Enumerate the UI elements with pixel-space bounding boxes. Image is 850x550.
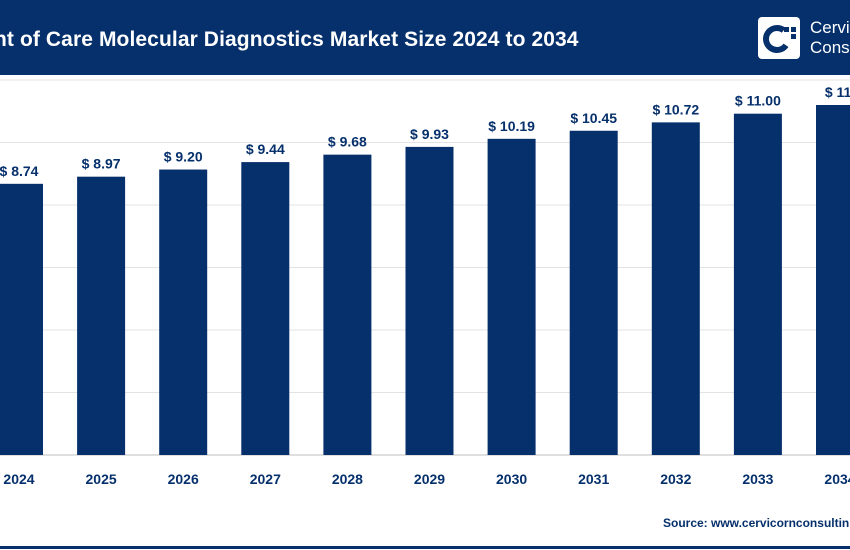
- data-label: $ 9.20: [164, 149, 203, 165]
- bar: [77, 176, 126, 455]
- data-label: $ 10.72: [652, 101, 699, 117]
- chart-title: nt of Care Molecular Diagnostics Market …: [0, 28, 579, 51]
- data-label: $ 9.93: [410, 126, 449, 142]
- x-tick-label: 2026: [168, 471, 199, 487]
- x-tick-label: 2028: [332, 471, 363, 487]
- data-label: $ 9.68: [328, 134, 367, 150]
- bar: [487, 138, 536, 455]
- bar: [405, 146, 454, 455]
- x-tick-label: 2027: [250, 471, 281, 487]
- data-label: $ 11.00: [735, 93, 781, 109]
- header-banner: nt of Care Molecular Diagnostics Market …: [0, 0, 850, 75]
- bar: [159, 169, 208, 455]
- x-tick-label: 2033: [742, 471, 773, 487]
- data-label: $ 10.19: [488, 118, 535, 134]
- bar: [733, 113, 782, 456]
- logo-text-line2: Consu: [810, 38, 850, 57]
- bar: [323, 154, 372, 455]
- data-label: $ 10.45: [570, 110, 617, 126]
- bar: [0, 183, 43, 455]
- cervicorn-logo-icon: [758, 17, 800, 59]
- x-tick-label: 2032: [660, 471, 691, 487]
- data-label: $ 8.74: [0, 163, 39, 179]
- x-tick-label: 2031: [578, 471, 609, 487]
- x-tick-label: 2029: [414, 471, 445, 487]
- data-label: $ 9.44: [246, 141, 285, 157]
- bar: [816, 105, 850, 455]
- bottom-rule: [0, 546, 850, 549]
- bar: [651, 122, 700, 455]
- logo-text-line1: Cervi: [810, 18, 850, 37]
- bar: [569, 130, 618, 455]
- bar: [241, 162, 290, 455]
- source-note: Source: www.cervicornconsultin: [663, 516, 850, 530]
- data-label: $ 8.97: [82, 156, 121, 172]
- x-tick-label: 2034: [824, 471, 850, 487]
- x-tick-label: 2030: [496, 471, 527, 487]
- x-tick-label: 2025: [86, 471, 117, 487]
- data-label: $ 11.: [825, 84, 850, 100]
- logo-text: Cervi Consu: [810, 18, 850, 58]
- bar-chart: $ 8.74 2024 $ 8.97 2025 $ 9.20 2026 $ 9.44 2027…: [0, 79, 850, 487]
- x-tick-label: 2024: [3, 471, 34, 487]
- logo: Cervi Consu: [758, 17, 850, 59]
